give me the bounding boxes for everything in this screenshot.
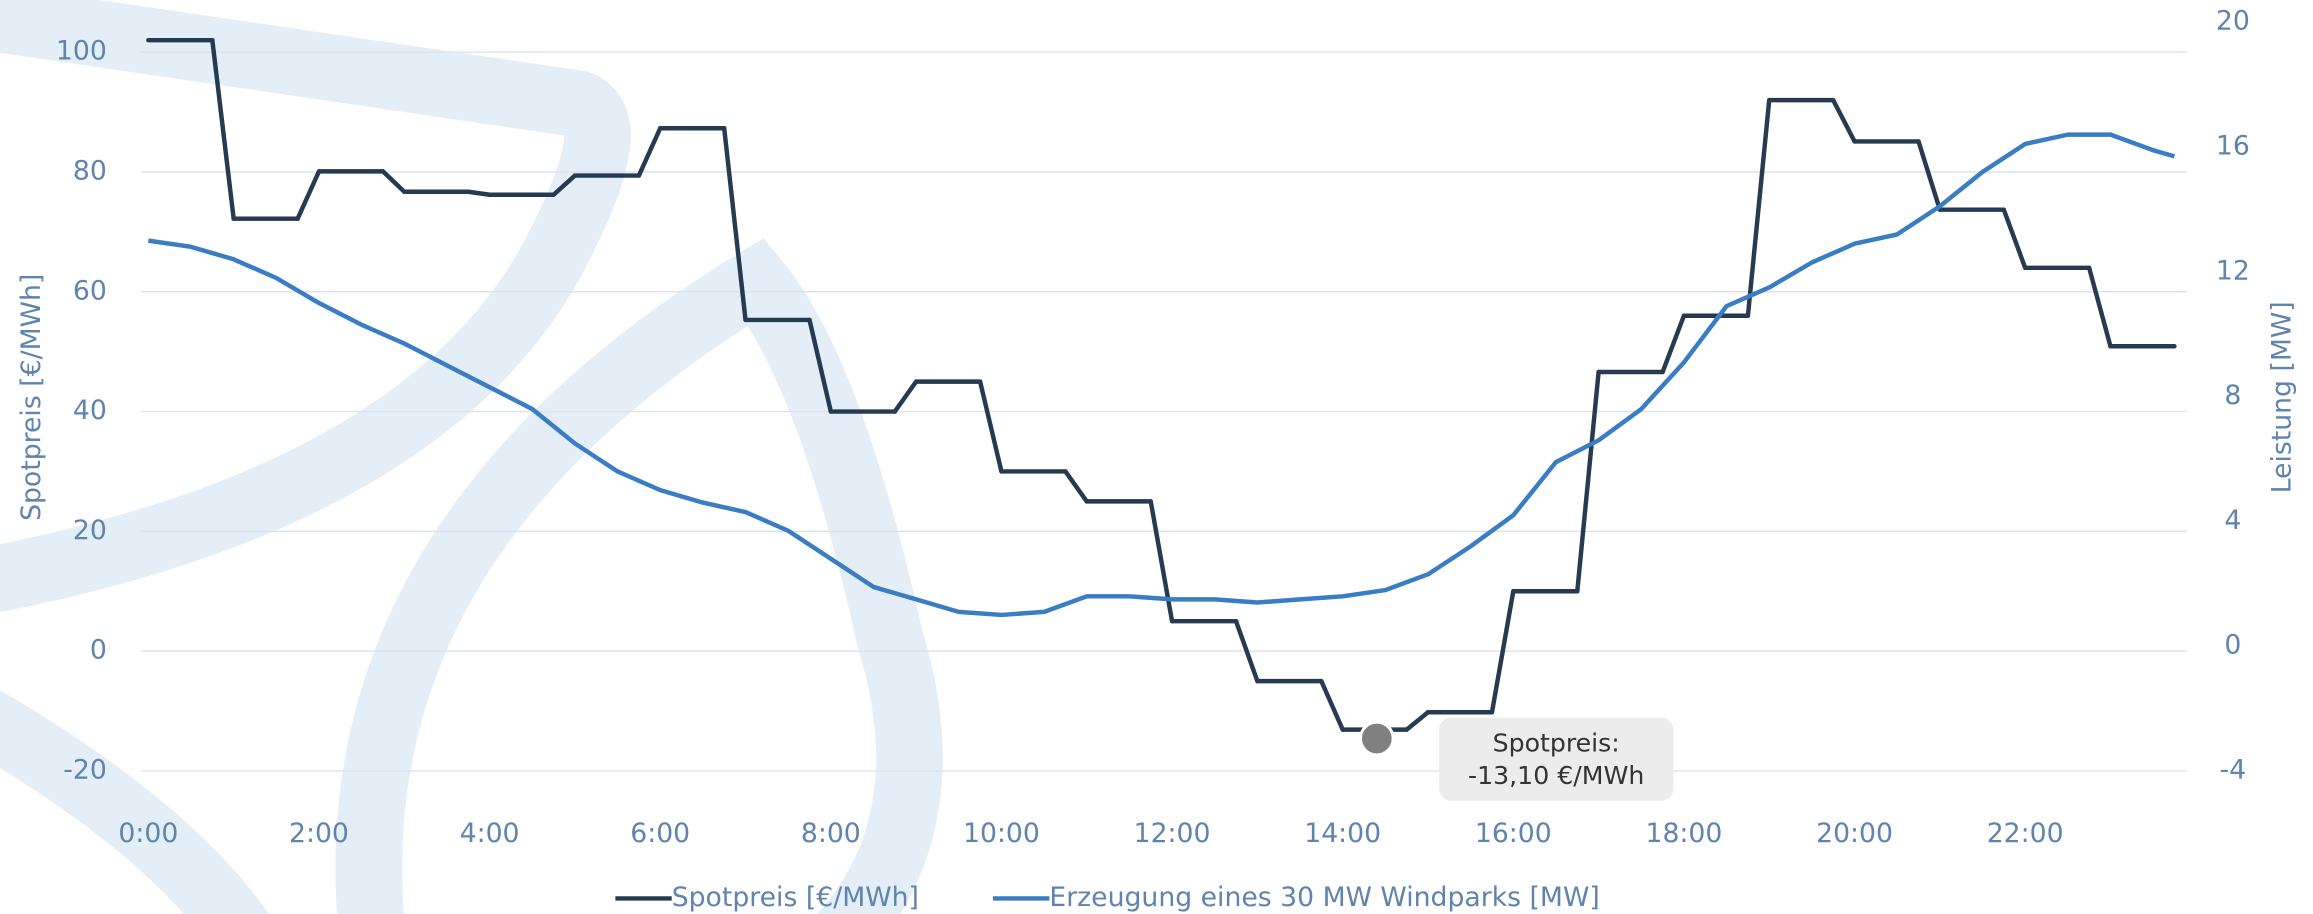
x-tick-label: 14:00 — [1304, 818, 1381, 849]
x-tick-label: 0:00 — [118, 818, 178, 849]
y2-tick-label: 12 — [2216, 255, 2250, 286]
price-step-connector — [1063, 469, 1089, 504]
tooltip-value: -13,10 €/MWh — [1468, 761, 1644, 790]
price-step-connector — [551, 173, 578, 197]
price-step-connector — [892, 379, 919, 414]
y-tick-label: 80 — [73, 155, 107, 186]
price-step-connector — [1319, 678, 1345, 732]
price-step-connector — [210, 37, 236, 221]
x-tick-label: 20:00 — [1816, 818, 1893, 849]
price-step-connector — [2086, 265, 2113, 349]
wind-line — [148, 132, 2176, 618]
y2-axis-title: Leistung [MW] — [2267, 301, 2298, 493]
x-tick-label: 10:00 — [963, 818, 1040, 849]
price-step-connector — [1916, 139, 1943, 212]
price-step-connector — [636, 126, 663, 178]
y-tick-label: 0 — [90, 635, 107, 666]
y2-tick-label: 0 — [2224, 630, 2241, 661]
x-tick-label: 4:00 — [460, 818, 520, 849]
price-step-connector — [1233, 618, 1260, 684]
x-tick-label: 8:00 — [801, 818, 861, 849]
x-tick-label: 18:00 — [1645, 818, 1722, 849]
x-tick-label: 16:00 — [1475, 818, 1552, 849]
y2-tick-label: -4 — [2220, 754, 2247, 785]
y2-tick-label: 4 — [2224, 505, 2241, 536]
price-step-connector — [1660, 313, 1687, 375]
price-step-connector — [1148, 499, 1175, 624]
x-tick-label: 2:00 — [289, 818, 349, 849]
x-tick-label: 22:00 — [1987, 818, 2064, 849]
background-decoration — [0, 0, 943, 914]
price-step-connector — [807, 317, 834, 414]
y2-tick-label: 8 — [2224, 380, 2241, 411]
price-step-connector — [721, 126, 748, 323]
y2-tick-label: 16 — [2216, 131, 2250, 162]
y2-tick-label: 20 — [2216, 6, 2250, 37]
price-step-connector — [977, 379, 1004, 474]
price-step-connector — [466, 189, 492, 197]
tooltip-label: Spotpreis: — [1493, 728, 1620, 757]
price-step-connector — [1745, 97, 1772, 318]
legend-label: Erzeugung eines 30 MW Windparks [MW] — [1049, 882, 1599, 913]
price-step-connector — [1575, 369, 1601, 594]
tooltip: Spotpreis: -13,10 €/MWh — [1439, 717, 1674, 801]
x-tick-label: 12:00 — [1134, 818, 1211, 849]
y-tick-label: 60 — [73, 275, 107, 306]
y-tick-label: -20 — [63, 754, 107, 785]
x-tick-label: 6:00 — [630, 818, 690, 849]
y-tick-label: 40 — [73, 395, 107, 426]
price-step-connector — [2001, 207, 2028, 271]
price-step-connector — [1830, 97, 1857, 144]
legend-label: Spotpreis [€/MWh] — [672, 882, 919, 913]
y-tick-label: 100 — [56, 36, 107, 67]
y-tick-label: 20 — [73, 515, 107, 546]
hover-point — [1359, 720, 1395, 757]
price-step-connector — [380, 169, 407, 194]
tooltip-box — [1439, 717, 1674, 801]
price-step-connector — [295, 169, 322, 221]
price-step-connector — [1489, 589, 1516, 715]
price-step-connector — [1404, 710, 1431, 732]
y-axis-title: Spotpreis [€/MWh] — [16, 274, 47, 521]
